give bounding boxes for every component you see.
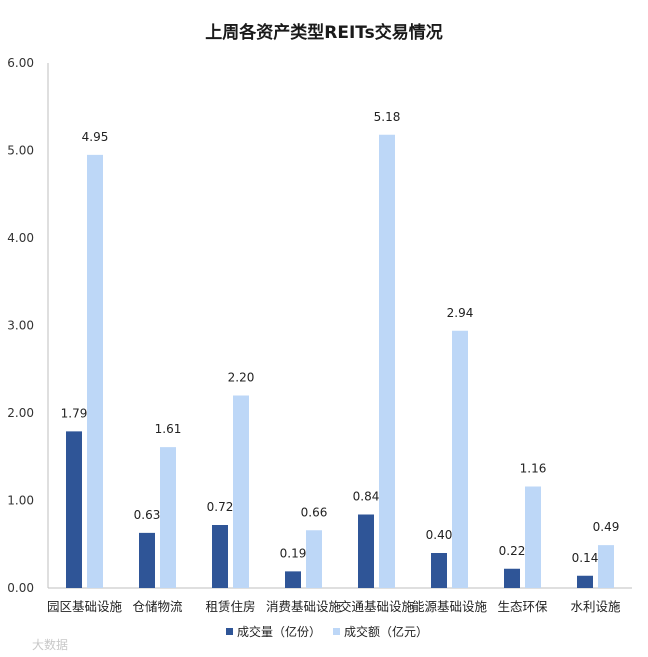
bar-data-label: 4.95 [82,130,109,144]
bar-data-label: 0.19 [280,546,307,560]
bar-turnover [452,330,468,588]
bar-volume [212,525,228,588]
x-category-label: 园区基础设施 [47,599,123,614]
y-tick-label: 2.00 [7,406,34,420]
bar-turnover [160,447,176,588]
chart-bars [66,134,614,588]
bar-turnover [525,486,541,588]
x-category-label: 仓储物流 [132,599,183,614]
bar-data-label: 0.72 [207,500,234,514]
bar-volume [431,553,447,588]
bar-turnover [379,134,395,588]
y-tick-label: 0.00 [7,581,34,595]
chart-title: 上周各资产类型REITs交易情况 [205,22,443,43]
bar-data-label: 0.14 [572,551,599,565]
bar-data-label: 5.18 [374,110,401,124]
bar-data-label: 2.94 [447,306,474,320]
y-tick-label: 3.00 [7,319,34,333]
watermark-text: 大数据 [32,637,68,652]
bar-data-label: 1.79 [61,406,88,420]
bar-turnover [598,545,614,588]
bar-turnover [87,154,103,588]
x-category-label: 交通基础设施 [339,599,415,614]
bar-volume [139,532,155,588]
x-category-label: 能源基础设施 [412,599,488,614]
x-category-label: 生态环保 [497,599,548,614]
legend-label: 成交量（亿份） [237,624,321,639]
bar-data-label: 0.66 [301,505,328,519]
bar-turnover [306,530,322,588]
bar-data-label: 0.22 [499,544,526,558]
legend-swatch [226,628,233,635]
bar-data-label: 0.63 [134,508,161,522]
chart-data-labels: 1.79 0.63 0.72 0.19 0.84 0.40 0.22 0.14 4.95 1.61… [61,110,620,565]
bar-volume [66,431,82,588]
bar-data-label: 2.20 [228,371,255,385]
y-tick-label: 5.00 [7,144,34,158]
legend-label: 成交额（亿元） [344,624,428,639]
y-tick-label: 6.00 [7,56,34,70]
bar-data-label: 0.84 [353,490,380,504]
x-category-label: 租赁住房 [205,599,255,614]
y-tick-label: 1.00 [7,494,34,508]
bar-data-label: 1.61 [155,422,182,436]
bar-data-label: 1.16 [520,462,547,476]
bar-turnover [233,395,249,588]
legend-swatch [333,628,340,635]
x-category-label: 水利设施 [570,599,621,614]
bar-data-label: 0.49 [593,520,620,534]
bar-data-label: 0.40 [426,528,453,542]
bar-volume [504,568,520,588]
chart-axes: 0.00 1.00 2.00 3.00 4.00 5.00 6.00 园区基础设施 仓储物流 租赁… [7,56,632,614]
bar-volume [358,514,374,588]
chart-legend: 成交量（亿份） 成交额（亿元） [226,624,428,639]
bar-volume [577,575,593,588]
y-tick-label: 4.00 [7,231,34,245]
x-category-label: 消费基础设施 [266,599,342,614]
bar-volume [285,571,301,588]
